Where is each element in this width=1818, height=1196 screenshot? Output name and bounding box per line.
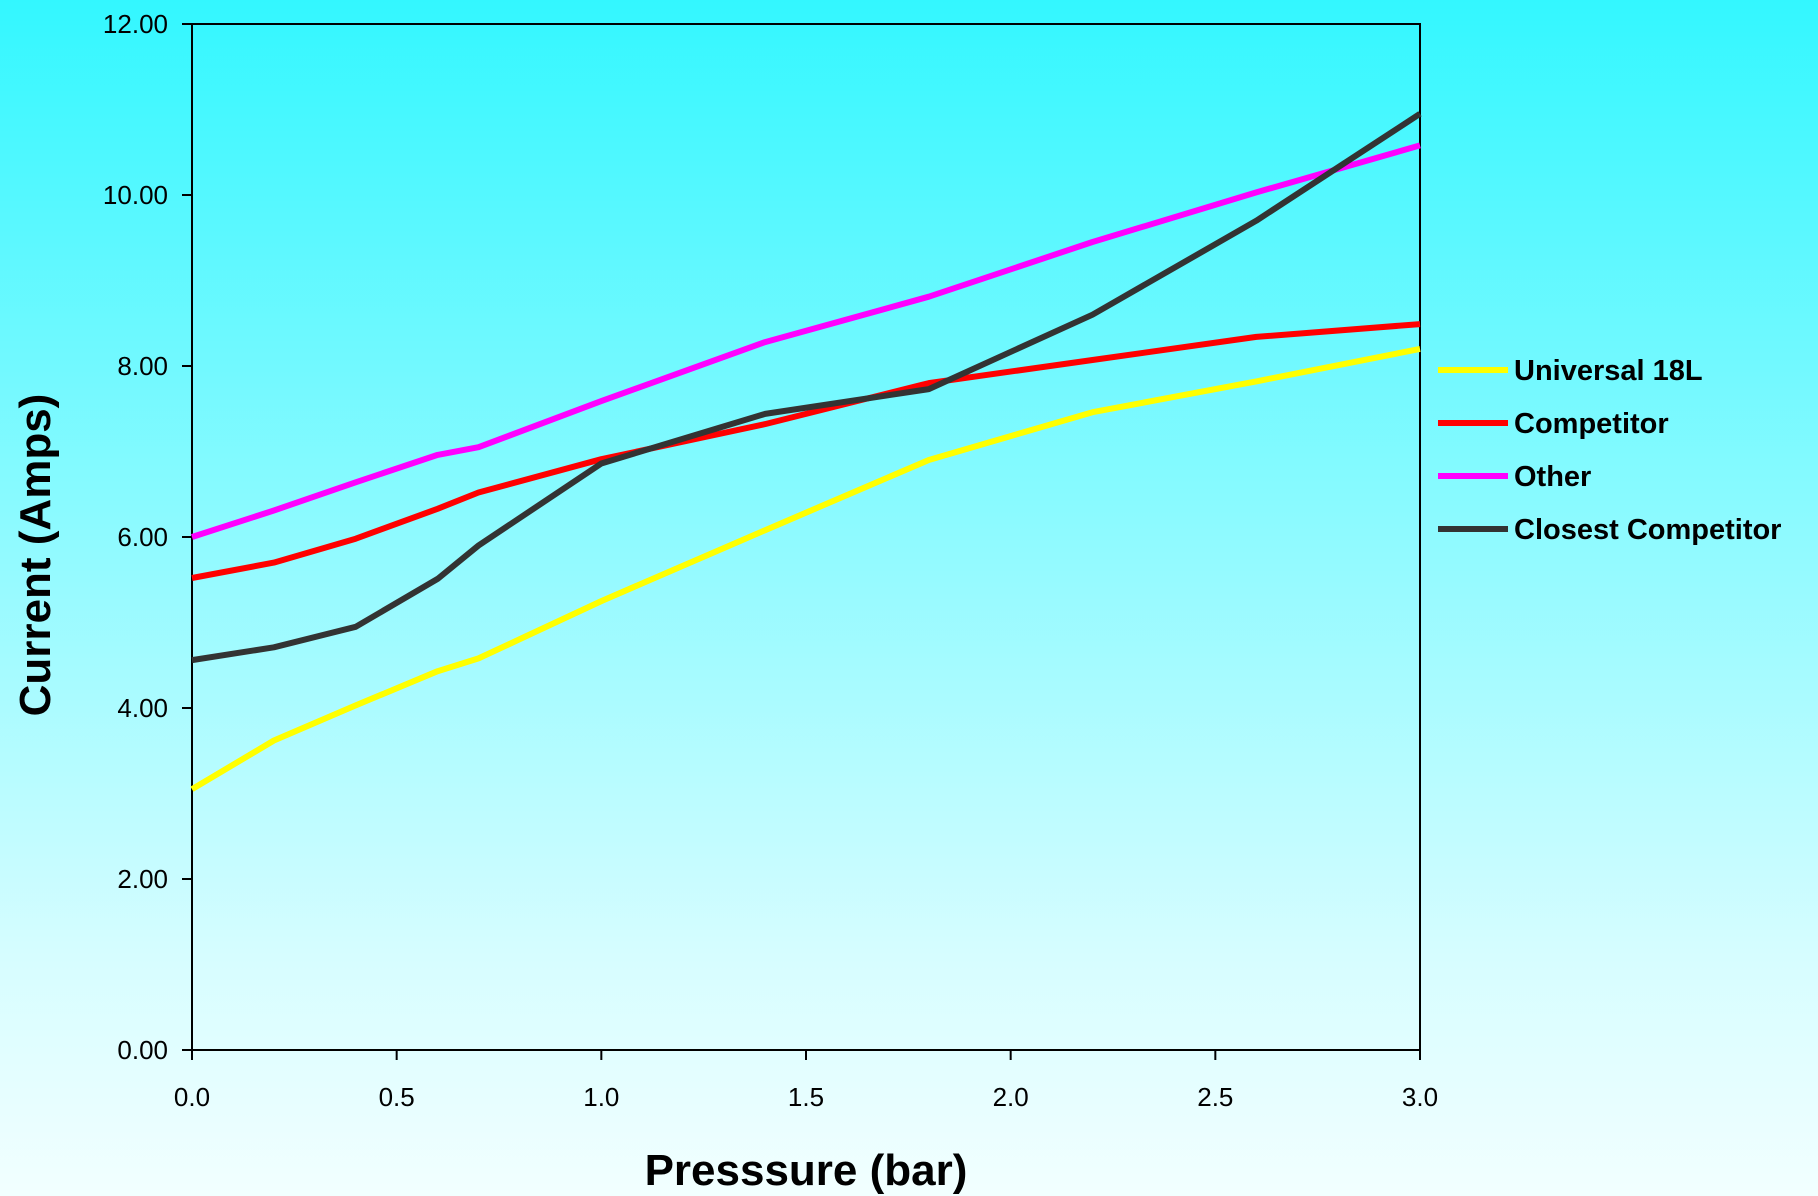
y-tick-label: 10.00 (103, 180, 168, 210)
x-tick-label: 3.0 (1402, 1082, 1438, 1112)
x-axis-title: Presssure (bar) (645, 1146, 968, 1195)
y-axis-title: Current (Amps) (11, 394, 60, 717)
legend-label: Competitor (1514, 408, 1669, 440)
legend-label: Universal 18L (1514, 355, 1703, 387)
series-line-competitor (191, 321, 1421, 581)
series-line-closest-competitor (191, 111, 1422, 664)
y-tick-label: 6.00 (117, 522, 168, 552)
y-tick-label: 8.00 (117, 351, 168, 381)
y-tick-label: 4.00 (117, 693, 168, 723)
x-tick-label: 0.0 (174, 1082, 210, 1112)
x-tick-label: 1.5 (788, 1082, 824, 1112)
y-tick-label: 2.00 (117, 864, 168, 894)
x-tick-label: 2.5 (1197, 1082, 1233, 1112)
legend-label: Other (1514, 461, 1591, 493)
y-tick-label: 0.00 (117, 1035, 168, 1065)
plot-area (191, 23, 1421, 1051)
x-tick-label: 0.5 (379, 1082, 415, 1112)
x-tick-label: 1.0 (583, 1082, 619, 1112)
legend-label: Closest Competitor (1514, 514, 1781, 546)
series-line-universal-18l (190, 345, 1421, 792)
y-tick-label: 12.00 (103, 9, 168, 39)
x-tick-label: 2.0 (993, 1082, 1029, 1112)
series-line-other (191, 142, 1421, 540)
